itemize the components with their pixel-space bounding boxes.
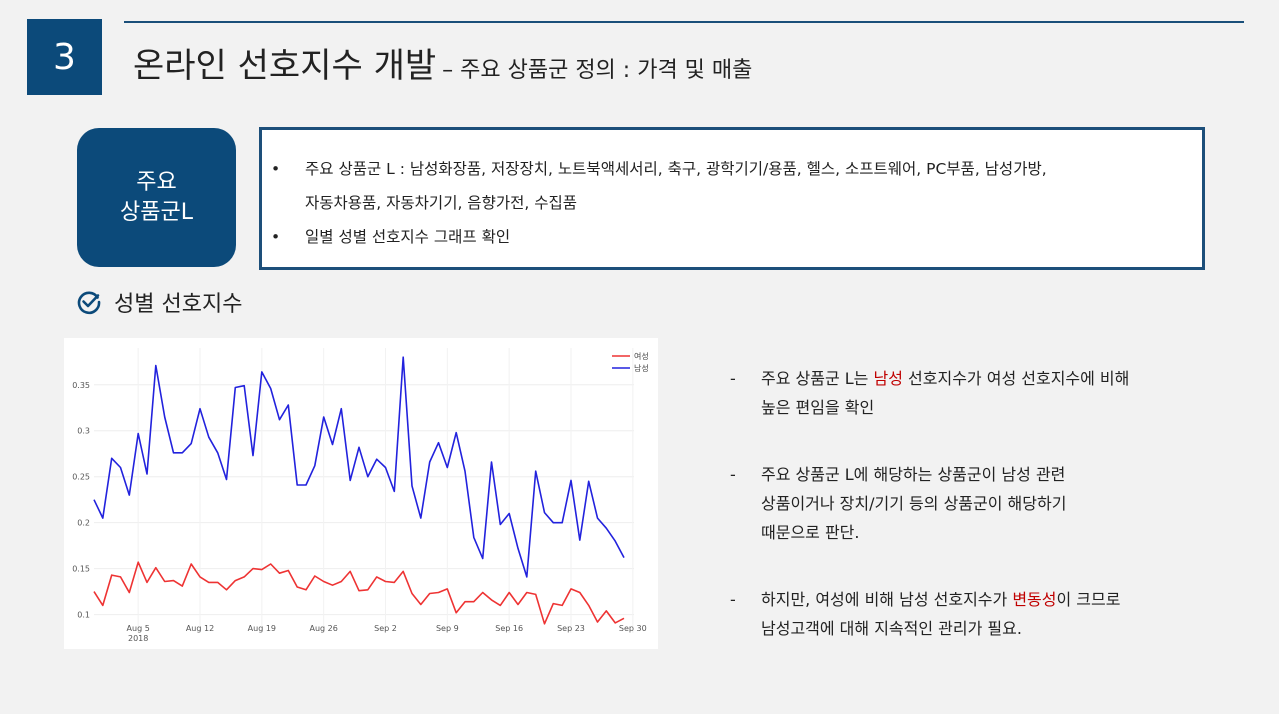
series-line-female (93, 561, 625, 625)
category-info-box: • 주요 상품군 L : 남성화장품, 저장장치, 노트북액세서리, 축구, 광학… (259, 127, 1205, 270)
bullet: • (271, 160, 281, 178)
x-tick-label: Sep 16 (495, 624, 523, 633)
x-tick-label: Sep 23 (557, 624, 585, 633)
x-tick-label: Sep 30 (619, 624, 647, 633)
bullet: • (271, 228, 281, 246)
y-tick-label: 0.1 (77, 611, 90, 620)
highlight-volatility: 변동성 (1012, 590, 1057, 609)
x-tick-label: Aug 12 (186, 624, 214, 633)
series-line-male (93, 356, 625, 578)
section-number-badge: 3 (27, 19, 102, 95)
note-2: - 주요 상품군 L에 해당하는 상품군이 남성 관련 상품이거나 장치/기기 … (730, 460, 1250, 547)
page-title-main: 온라인 선호지수 개발 (133, 46, 437, 86)
x-tick-label: Aug 5 (127, 624, 150, 633)
dash: - (730, 590, 736, 609)
gender-preference-chart: 0.1 0.15 0.2 0.25 0.3 0.35 Aug 5 Aug 12 Aug 19 Au… (64, 338, 658, 649)
dash: - (730, 465, 736, 484)
header-divider (124, 21, 1244, 23)
section-heading: 성별 선호지수 (76, 286, 242, 318)
category-badge: 주요 상품군L (77, 128, 236, 267)
dash: - (730, 369, 736, 388)
analysis-notes: - 주요 상품군 L는 남성 선호지수가 여성 선호지수에 비해 높은 편임을 … (730, 364, 1250, 681)
check-circle-icon (77, 291, 101, 315)
legend-label: 남성 (634, 364, 649, 373)
info-item-continuation: 자동차용품, 자동차기기, 음향가전, 수집품 (305, 194, 577, 212)
note-3: - 하지만, 여성에 비해 남성 선호지수가 변동성이 크므로 남성고객에 대해… (730, 585, 1250, 643)
note-1: - 주요 상품군 L는 남성 선호지수가 여성 선호지수에 비해 높은 편임을 … (730, 364, 1250, 422)
legend-label: 여성 (634, 351, 649, 361)
page-title: 온라인 선호지수 개발 – 주요 상품군 정의 : 가격 및 매출 (133, 38, 752, 87)
x-tick-label: Aug 26 (309, 624, 337, 633)
line-chart: 0.1 0.15 0.2 0.25 0.3 0.35 Aug 5 Aug 12 Aug 19 Au… (72, 348, 649, 643)
page-subtitle: – 주요 상품군 정의 : 가격 및 매출 (442, 58, 753, 83)
y-tick-label: 0.3 (77, 427, 90, 436)
y-tick-label: 0.2 (77, 519, 90, 528)
info-item: • 주요 상품군 L : 남성화장품, 저장장치, 노트북액세서리, 축구, 광학… (262, 152, 1202, 186)
y-tick-label: 0.25 (72, 473, 90, 482)
x-tick-label: Sep 9 (436, 624, 459, 633)
category-badge-line2: 상품군L (120, 199, 193, 225)
x-tick-label: Sep 2 (374, 624, 397, 633)
y-tick-label: 0.15 (72, 565, 90, 574)
info-item: • 일별 성별 선호지수 그래프 확인 (262, 220, 1202, 254)
category-badge-line1: 주요 (136, 169, 177, 195)
x-tick-label: Aug 19 (248, 624, 276, 633)
section-number: 3 (53, 36, 76, 78)
x-year-label: 2018 (128, 634, 148, 643)
highlight-male: 남성 (873, 369, 903, 388)
section-heading-label: 성별 선호지수 (114, 292, 243, 317)
y-tick-label: 0.35 (72, 381, 90, 390)
